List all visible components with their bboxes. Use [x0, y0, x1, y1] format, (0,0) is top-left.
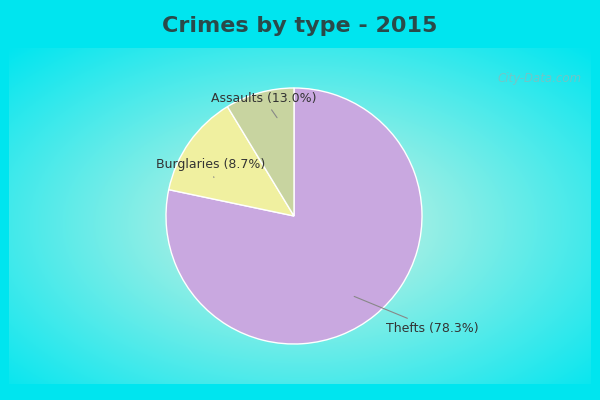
- Text: City-Data.com: City-Data.com: [498, 72, 582, 85]
- Text: Burglaries (8.7%): Burglaries (8.7%): [156, 158, 265, 178]
- Bar: [0, 0, 600, 48]
- Bar: [0, 0, 9, 400]
- Text: Crimes by type - 2015: Crimes by type - 2015: [163, 16, 437, 36]
- Wedge shape: [166, 88, 422, 344]
- Bar: [591, 0, 600, 400]
- Text: Assaults (13.0%): Assaults (13.0%): [211, 92, 316, 118]
- Wedge shape: [169, 107, 294, 216]
- Wedge shape: [227, 88, 294, 216]
- Text: Thefts (78.3%): Thefts (78.3%): [354, 296, 479, 335]
- Bar: [0, 384, 600, 400]
